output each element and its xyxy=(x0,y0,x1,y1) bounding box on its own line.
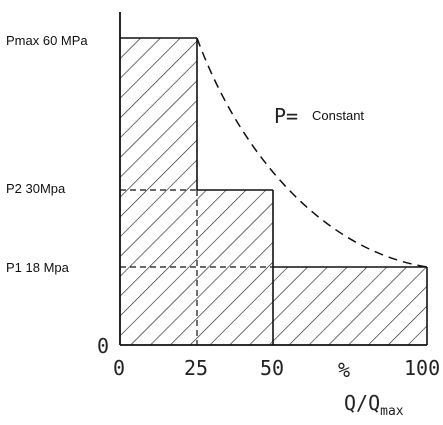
x-axis-title-sub: max xyxy=(380,404,404,419)
x-tick-100: 100 xyxy=(404,356,440,380)
y-label-p2: P2 30Mpa xyxy=(6,181,66,196)
pmax-region-hatch xyxy=(120,38,197,190)
y-label-pmax: Pmax 60 MPa xyxy=(6,33,88,48)
x-tick-percent: % xyxy=(338,358,350,382)
curve-label-symbol: P= xyxy=(274,104,298,128)
x-axis-title-main: Q/Q xyxy=(344,391,380,415)
y-label-zero: 0 xyxy=(97,334,109,358)
curve-label-text: Constant xyxy=(312,108,364,123)
region-outlines xyxy=(120,37,428,345)
x-axis-title: Q/Qmax xyxy=(344,391,404,419)
x-tick-25: 25 xyxy=(184,356,208,380)
y-label-p1: P1 18 Mpa xyxy=(6,260,70,275)
dashed-guides xyxy=(120,189,273,345)
x-tick-50: 50 xyxy=(260,356,284,380)
x-tick-0: 0 xyxy=(113,356,125,380)
constant-power-curve xyxy=(196,37,428,268)
